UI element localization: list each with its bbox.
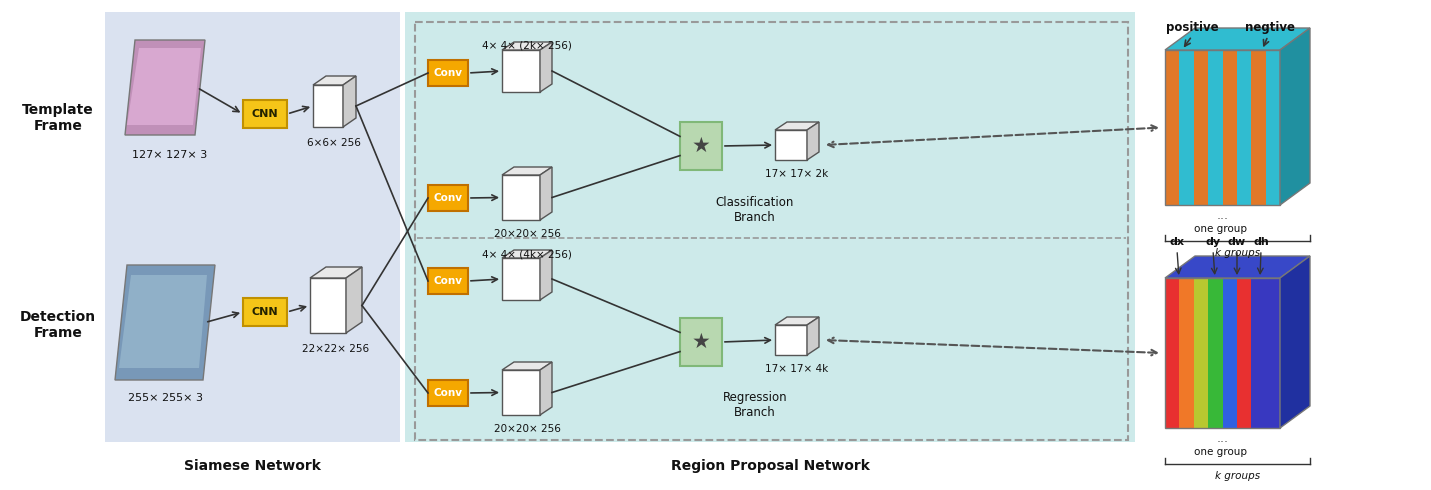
Polygon shape (313, 85, 343, 127)
Polygon shape (1279, 256, 1309, 428)
Polygon shape (346, 267, 362, 333)
Text: dh: dh (1254, 237, 1269, 247)
Text: one group: one group (1193, 224, 1246, 234)
Text: Siamese Network: Siamese Network (185, 459, 321, 473)
Bar (680, 122, 723, 170)
Polygon shape (1222, 50, 1236, 205)
Polygon shape (539, 167, 552, 220)
Polygon shape (1251, 278, 1265, 428)
Text: dx: dx (1169, 237, 1185, 247)
Text: dy: dy (1205, 237, 1221, 247)
Text: 4× 4× (2k× 256): 4× 4× (2k× 256) (482, 41, 572, 51)
Text: CNN: CNN (252, 109, 278, 119)
Polygon shape (502, 258, 539, 300)
Polygon shape (1265, 50, 1279, 205)
Polygon shape (1193, 278, 1208, 428)
Text: 17× 17× 2k: 17× 17× 2k (766, 169, 829, 179)
Text: 20×20× 256: 20×20× 256 (494, 424, 561, 434)
Polygon shape (502, 50, 539, 92)
Bar (104, 12, 401, 442)
Polygon shape (1165, 50, 1179, 205)
Text: k groups: k groups (1215, 471, 1261, 481)
Text: Conv: Conv (434, 193, 462, 203)
Text: 4× 4× (4k× 256): 4× 4× (4k× 256) (482, 249, 572, 259)
Polygon shape (343, 76, 356, 127)
Polygon shape (776, 325, 807, 355)
Text: ★: ★ (691, 136, 710, 156)
Polygon shape (1165, 28, 1309, 50)
Text: Conv: Conv (434, 68, 462, 78)
Polygon shape (539, 362, 552, 415)
Text: 17× 17× 4k: 17× 17× 4k (766, 364, 829, 374)
Bar (680, 318, 723, 366)
Polygon shape (1265, 278, 1279, 428)
Bar (428, 380, 468, 406)
Text: 255× 255× 3: 255× 255× 3 (127, 393, 203, 403)
Polygon shape (124, 40, 205, 135)
Bar (243, 298, 288, 326)
Polygon shape (502, 370, 539, 415)
Text: positive: positive (1166, 22, 1218, 34)
Polygon shape (502, 167, 552, 175)
Polygon shape (1165, 256, 1309, 278)
Polygon shape (1236, 50, 1251, 205)
Text: one group: one group (1193, 447, 1246, 457)
Polygon shape (502, 42, 552, 50)
Polygon shape (1208, 50, 1222, 205)
Text: Classification
Branch: Classification Branch (716, 196, 794, 224)
Polygon shape (502, 175, 539, 220)
Text: k groups: k groups (1215, 248, 1261, 258)
Polygon shape (807, 317, 819, 355)
Text: ...: ... (1216, 209, 1228, 221)
Polygon shape (1165, 278, 1179, 428)
Polygon shape (1279, 28, 1309, 205)
Text: 22×22× 256: 22×22× 256 (302, 344, 369, 354)
Polygon shape (119, 275, 207, 368)
Text: negtive: negtive (1245, 22, 1295, 34)
Polygon shape (1179, 278, 1193, 428)
Polygon shape (539, 42, 552, 92)
Text: dw: dw (1228, 237, 1246, 247)
Polygon shape (776, 122, 819, 130)
Text: CNN: CNN (252, 307, 278, 317)
Bar (428, 268, 468, 294)
Text: Conv: Conv (434, 276, 462, 286)
Polygon shape (114, 265, 215, 380)
Polygon shape (1193, 50, 1208, 205)
Polygon shape (311, 267, 362, 278)
Polygon shape (776, 317, 819, 325)
Bar (405, 12, 1135, 442)
Polygon shape (127, 48, 200, 125)
Text: Detection
Frame: Detection Frame (20, 310, 96, 340)
Polygon shape (311, 278, 346, 333)
Polygon shape (1208, 278, 1222, 428)
Text: 20×20× 256: 20×20× 256 (494, 229, 561, 239)
Text: Conv: Conv (434, 388, 462, 398)
Polygon shape (1236, 278, 1251, 428)
Text: Region Proposal Network: Region Proposal Network (671, 459, 870, 473)
Polygon shape (502, 362, 552, 370)
Text: Regression
Branch: Regression Branch (723, 391, 787, 419)
Text: ...: ... (1216, 432, 1228, 444)
Polygon shape (776, 130, 807, 160)
Polygon shape (1179, 50, 1193, 205)
Polygon shape (539, 250, 552, 300)
Text: 127× 127× 3: 127× 127× 3 (133, 150, 207, 160)
Bar (428, 60, 468, 86)
Text: Template
Frame: Template Frame (21, 103, 94, 133)
Polygon shape (1251, 50, 1265, 205)
Polygon shape (502, 250, 552, 258)
Text: ★: ★ (691, 332, 710, 352)
Polygon shape (807, 122, 819, 160)
Polygon shape (313, 76, 356, 85)
Bar (428, 185, 468, 211)
Text: 6×6× 256: 6×6× 256 (308, 138, 361, 148)
Bar (243, 100, 288, 128)
Polygon shape (1222, 278, 1236, 428)
